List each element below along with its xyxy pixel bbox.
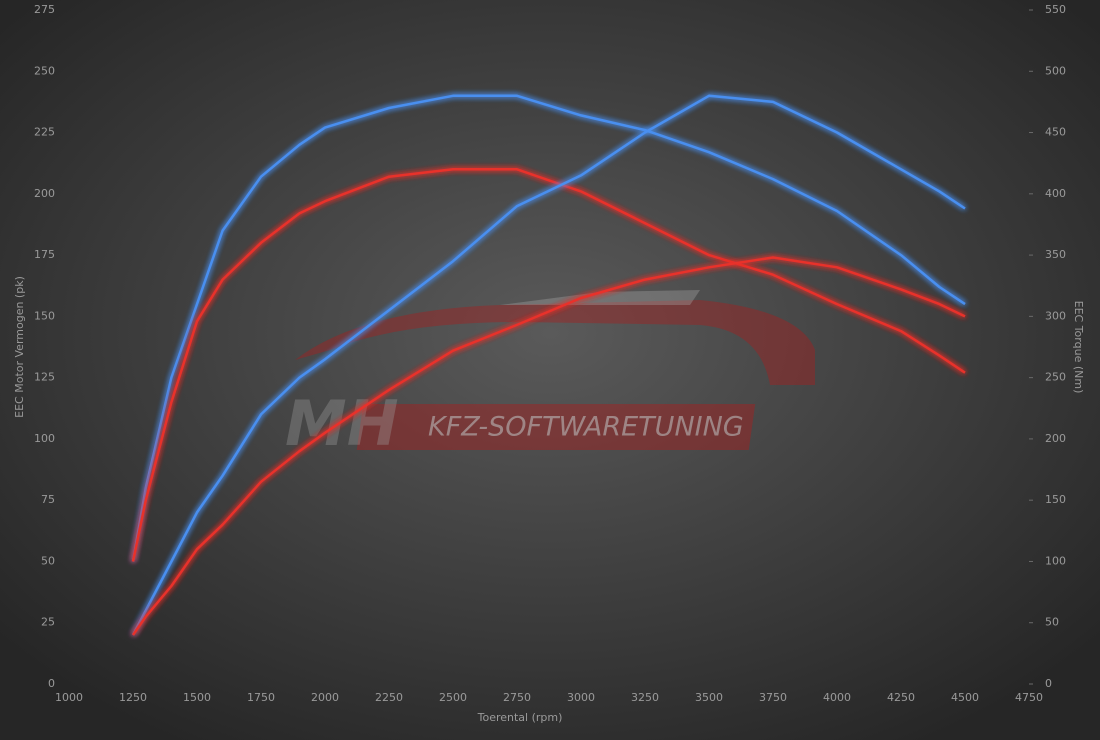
y-tick-label: 275 (34, 3, 55, 16)
x-tick-label: 3500 (695, 691, 723, 704)
x-tick-label: 1000 (55, 691, 83, 704)
y2-tick-label: 300 (1045, 309, 1066, 322)
y2-axis-label: EEC Torque (Nm) (1072, 301, 1085, 394)
x-tick-label: 4250 (887, 691, 915, 704)
y-tick-label: 25 (41, 616, 55, 629)
y-tick-label: 0 (48, 677, 55, 690)
y2-tick-label: 550 (1045, 3, 1066, 16)
y2-tick-label: 150 (1045, 493, 1066, 506)
y2-tick-label: 100 (1045, 554, 1066, 567)
y-tick-label: 225 (34, 126, 55, 139)
y-tick-label: 50 (41, 554, 55, 567)
x-tick-label: 4000 (823, 691, 851, 704)
y2-tick-label: 250 (1045, 371, 1066, 384)
x-tick-label: 2250 (375, 691, 403, 704)
y2-tick-label: 200 (1045, 432, 1066, 445)
x-tick-label: 3750 (759, 691, 787, 704)
series-line (131, 168, 966, 562)
y-tick-label: 75 (41, 493, 55, 506)
x-tick-label: 3000 (567, 691, 595, 704)
x-tick-label: 3250 (631, 691, 659, 704)
watermark-text: KFZ-SOFTWARETUNING (428, 412, 744, 443)
y-tick-label: 125 (34, 371, 55, 384)
y-tick-label: 100 (34, 432, 55, 445)
y-tick-label: 175 (34, 248, 55, 261)
x-axis-label: Toerental (rpm) (477, 711, 563, 724)
x-tick-label: 2750 (503, 691, 531, 704)
y2-tick-label: 450 (1045, 126, 1066, 139)
y2-tick-label: 350 (1045, 248, 1066, 261)
y-tick-label: 200 (34, 187, 55, 200)
series-line (131, 94, 966, 636)
y-tick-label: 250 (34, 64, 55, 77)
y2-tick-label: 0 (1045, 677, 1052, 690)
x-tick-label: 1750 (247, 691, 275, 704)
series-line (131, 94, 966, 562)
y-tick-label: 150 (34, 309, 55, 322)
series-line (131, 256, 966, 636)
y2-tick-label: 400 (1045, 187, 1066, 200)
x-tick-label: 1500 (183, 691, 211, 704)
x-tick-label: 2500 (439, 691, 467, 704)
x-tick-label: 1250 (119, 691, 147, 704)
y2-tick-label: 500 (1045, 64, 1066, 77)
x-tick-label: 4750 (1015, 691, 1043, 704)
x-tick-label: 2000 (311, 691, 339, 704)
y2-tick-label: 50 (1045, 616, 1059, 629)
x-tick-label: 4500 (951, 691, 979, 704)
watermark: MH KFZ-SOFTWARETUNING (285, 290, 815, 460)
y-axis-label: EEC Motor Vermogen (pk) (13, 276, 26, 418)
